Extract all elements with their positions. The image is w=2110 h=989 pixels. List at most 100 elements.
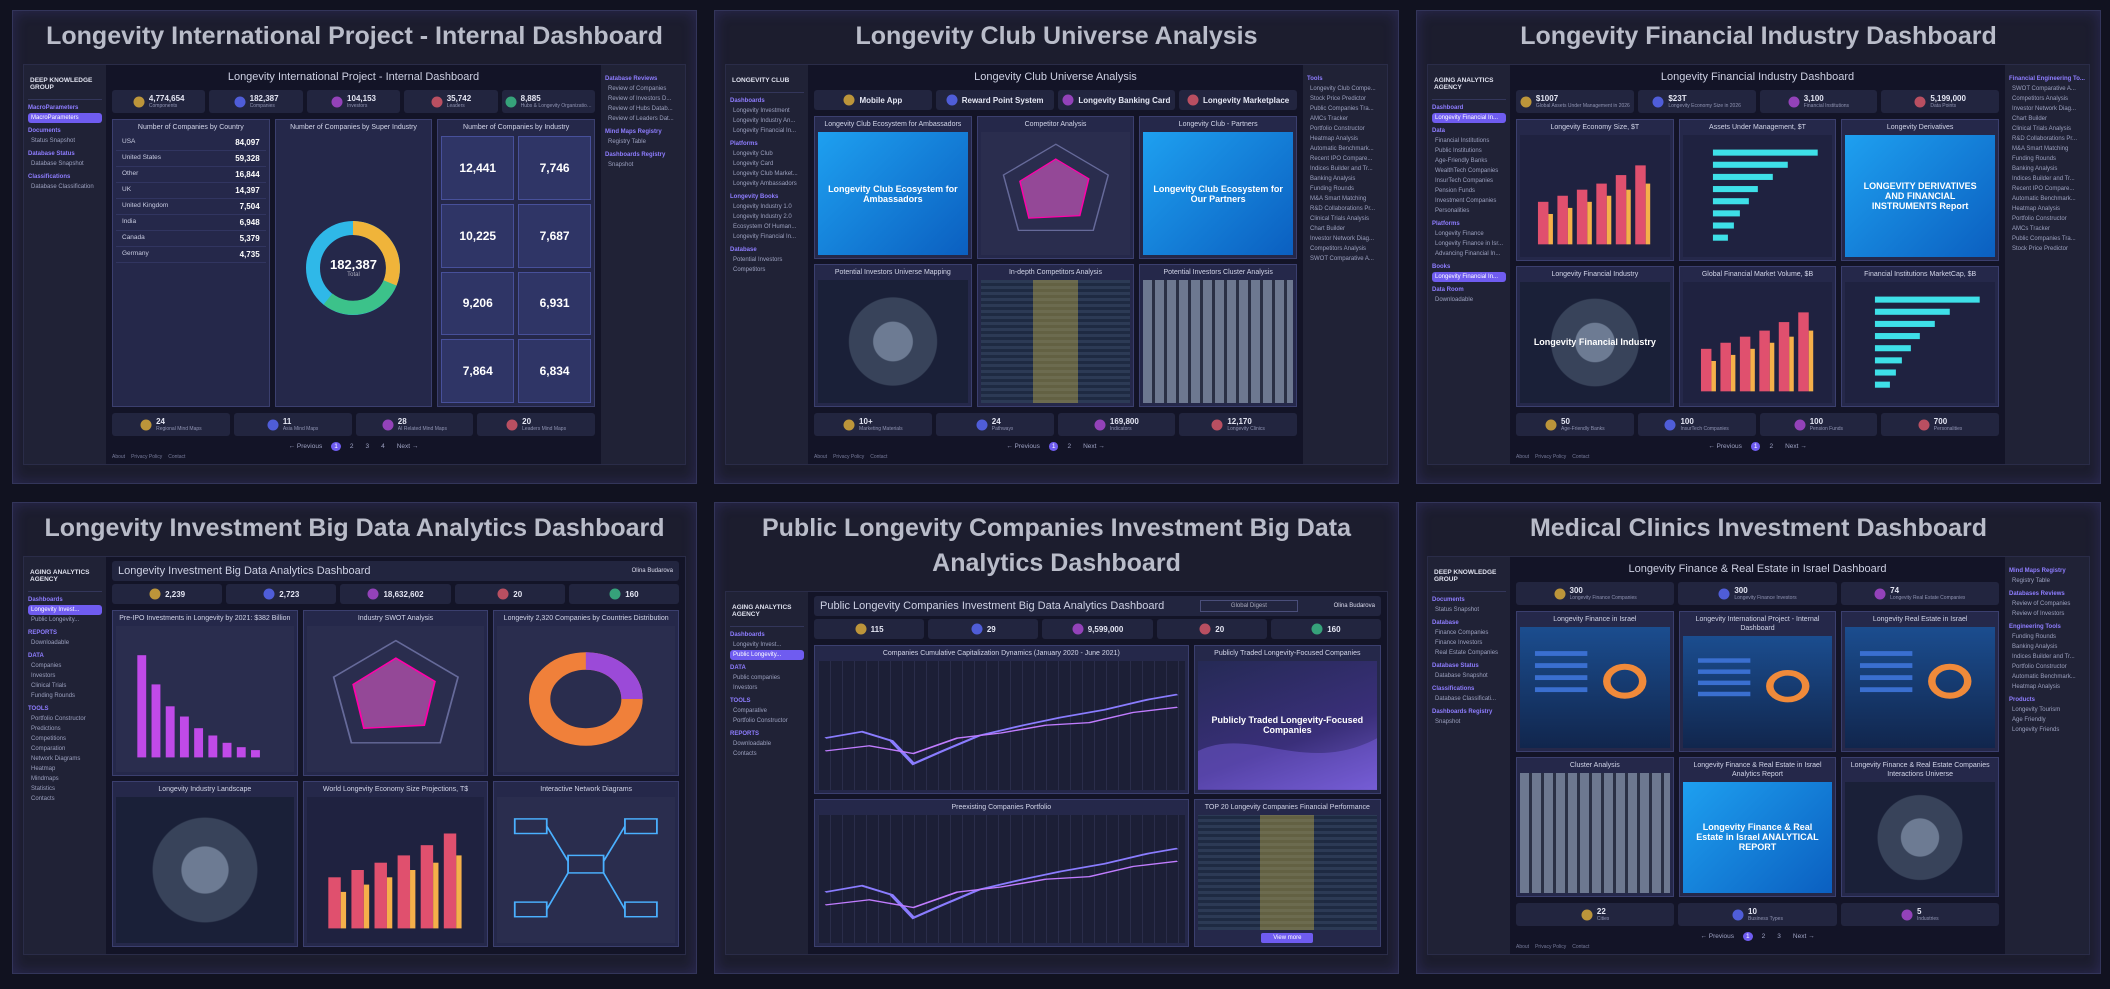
nav-item[interactable]: Stock Price Predictor: [2012, 246, 2069, 252]
nav-item[interactable]: Longevity Club Market...: [733, 171, 798, 177]
nav-item[interactable]: Banking Analysis: [2012, 166, 2058, 172]
nav-item[interactable]: Predictions: [31, 726, 61, 732]
dashboard-card[interactable]: Longevity Financial Industry Dashboard AG…: [1416, 10, 2101, 484]
panel[interactable]: Assets Under Management, $T: [1678, 119, 1837, 261]
footer-link[interactable]: Privacy Policy: [1535, 454, 1567, 460]
nav-section-head[interactable]: Data Room: [1432, 287, 1464, 293]
page-link[interactable]: ← Previous: [1700, 933, 1735, 940]
panel[interactable]: Industry SWOT Analysis: [302, 610, 489, 776]
footer-link[interactable]: About: [1516, 454, 1530, 460]
nav-item[interactable]: Clinical Trials Analysis: [1310, 216, 1370, 222]
nav-item[interactable]: Longevity Financial In...: [733, 128, 797, 134]
nav-item[interactable]: Indices Builder and Tr...: [2012, 176, 2075, 182]
nav-section-head[interactable]: Dashboards Registry: [1432, 709, 1493, 715]
nav-item[interactable]: Public Companies Tra...: [2012, 236, 2076, 242]
nav-item[interactable]: M&A Smart Matching: [2012, 146, 2069, 152]
panel[interactable]: Longevity Club - Partners Longevity Club …: [1139, 116, 1297, 259]
nav-item[interactable]: Heatmap Analysis: [1310, 136, 1359, 142]
nav-item[interactable]: Longevity Finance in Isr...: [1435, 241, 1504, 247]
footer-link[interactable]: Privacy Policy: [1535, 944, 1567, 950]
nav-section-head[interactable]: Database Reviews: [605, 76, 658, 82]
nav-item[interactable]: Contacts: [733, 751, 757, 757]
footer-link[interactable]: About: [814, 454, 828, 460]
nav-item[interactable]: Longevity Financial In...: [1432, 113, 1506, 123]
footer-link[interactable]: Contact: [1572, 454, 1590, 460]
page-link[interactable]: Next →: [1792, 933, 1815, 940]
nav-item[interactable]: Automatic Benchmark...: [2012, 674, 2076, 680]
nav-item[interactable]: Statistics: [31, 786, 56, 792]
panel[interactable]: Longevity Finance in Israel: [1516, 611, 1674, 752]
nav-section-head[interactable]: Documents: [28, 128, 61, 134]
nav-item[interactable]: Investment Companies: [1435, 198, 1497, 204]
nav-section-head[interactable]: Documents: [1432, 597, 1465, 603]
nav-item[interactable]: Snapshot: [608, 162, 634, 168]
nav-item[interactable]: Longevity Club Compe...: [1310, 86, 1376, 92]
panel[interactable]: Potential Investors Cluster Analysis: [1139, 264, 1297, 407]
panel[interactable]: TOP 20 Longevity Companies Financial Per…: [1193, 798, 1381, 947]
panel[interactable]: Potential Investors Universe Mapping: [814, 264, 972, 407]
page-link[interactable]: 2: [1761, 933, 1766, 940]
panel[interactable]: Companies Cumulative Capitalization Dyna…: [814, 645, 1189, 794]
nav-item[interactable]: Network Diagrams: [31, 756, 81, 762]
nav-item[interactable]: Public companies: [733, 675, 781, 681]
nav-item[interactable]: Downloadable: [31, 640, 70, 646]
page-link[interactable]: 2: [349, 443, 354, 450]
nav-item[interactable]: Recent IPO Compare...: [1310, 156, 1373, 162]
nav-item[interactable]: Longevity Club: [733, 151, 773, 157]
nav-item[interactable]: Longevity Industry 2.0: [733, 214, 792, 220]
nav-item[interactable]: Database Snapshot: [1435, 673, 1488, 679]
nav-item[interactable]: Registry Table: [2012, 578, 2050, 584]
nav-item[interactable]: AMCs Tracker: [1310, 116, 1349, 122]
nav-item[interactable]: Longevity Investment: [733, 108, 790, 114]
page-link[interactable]: Next →: [1083, 443, 1105, 450]
dashboard-card[interactable]: Longevity Club Universe Analysis LONGEVIT…: [714, 10, 1399, 484]
nav-item[interactable]: Review of Investors: [2012, 611, 2065, 617]
panel[interactable]: World Longevity Economy Size Projections…: [302, 781, 489, 947]
nav-item[interactable]: Downloadable: [733, 741, 772, 747]
nav-item[interactable]: Investor Network Diag...: [1310, 236, 1375, 242]
nav-item[interactable]: Clinical Trials Analysis: [2012, 126, 2072, 132]
nav-item[interactable]: Investors: [31, 673, 56, 679]
nav-section-head[interactable]: Dashboards: [730, 632, 765, 638]
panel[interactable]: Publicly Traded Longevity-Focused Compan…: [1193, 645, 1381, 794]
view-more-button[interactable]: View more: [1261, 933, 1314, 943]
panel[interactable]: Number of Companies by Country USA 84,097 U…: [112, 119, 270, 407]
nav-item[interactable]: R&D Collaborations Pr...: [2012, 136, 2078, 142]
nav-item[interactable]: Heatmap Analysis: [2012, 684, 2061, 690]
nav-item[interactable]: Advancing Financial In...: [1435, 251, 1501, 257]
nav-item[interactable]: Investor Network Diag...: [2012, 106, 2077, 112]
panel[interactable]: Longevity Economy Size, $T: [1516, 119, 1674, 261]
nav-item[interactable]: Clinical Trials: [31, 683, 67, 689]
nav-item[interactable]: Real Estate Companies: [1435, 650, 1499, 656]
nav-item[interactable]: Mindmaps: [31, 776, 59, 782]
nav-item[interactable]: Automatic Benchmark...: [2012, 196, 2076, 202]
dashboard-card[interactable]: Medical Clinics Investment Dashboard DEEP…: [1416, 502, 2101, 974]
nav-item[interactable]: InsurTech Companies: [1435, 178, 1494, 184]
nav-item[interactable]: Longevity Friends: [2012, 727, 2060, 733]
page-link[interactable]: 1: [1048, 442, 1059, 451]
panel[interactable]: Longevity Finance & Real Estate in Israe…: [1678, 756, 1837, 897]
nav-section-head[interactable]: Financial Engineering To...: [2009, 76, 2085, 82]
nav-section-head[interactable]: Mind Maps Registry: [605, 129, 662, 135]
nav-item[interactable]: Ecosystem Of Human...: [733, 224, 797, 230]
nav-item[interactable]: Longevity Finance: [1435, 231, 1484, 237]
nav-item[interactable]: Public Longevity...: [730, 650, 804, 660]
panel[interactable]: Longevity Real Estate in Israel: [1841, 611, 1999, 752]
page-link[interactable]: ← Previous: [1708, 443, 1742, 450]
footer-link[interactable]: Contact: [870, 454, 888, 460]
page-link[interactable]: 1: [331, 442, 341, 451]
nav-item[interactable]: Review of Leaders Dat...: [608, 116, 674, 122]
nav-section-head[interactable]: MacroParameters: [28, 105, 79, 111]
nav-section-head[interactable]: Platforms: [730, 141, 758, 147]
nav-item[interactable]: Competitors Analysis: [2012, 96, 2069, 102]
panel[interactable]: Global Financial Market Volume, $B: [1678, 265, 1837, 407]
nav-item[interactable]: Review of Investors D...: [608, 96, 672, 102]
nav-item[interactable]: MacroParameters: [28, 113, 102, 123]
nav-item[interactable]: Automatic Benchmark...: [1310, 146, 1374, 152]
nav-item[interactable]: Registry Table: [608, 139, 646, 145]
footer-link[interactable]: Contact: [1572, 944, 1590, 950]
nav-section-head[interactable]: Data: [1432, 128, 1446, 134]
nav-section-head[interactable]: Database: [1432, 620, 1459, 626]
dashboard-card[interactable]: Public Longevity Companies Investment Bi…: [714, 502, 1399, 974]
nav-item[interactable]: Comparative: [733, 708, 768, 714]
